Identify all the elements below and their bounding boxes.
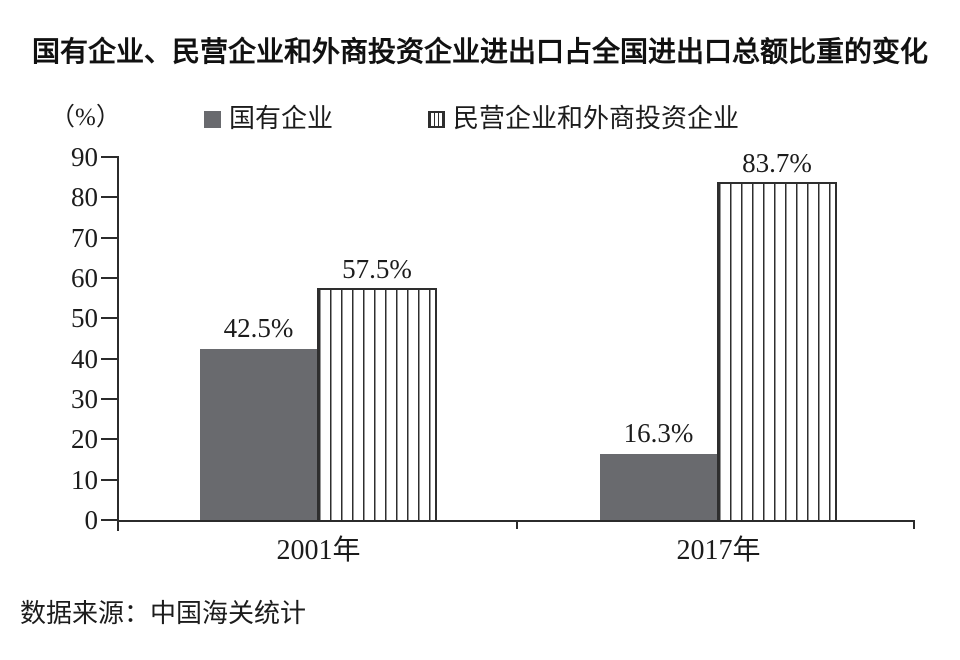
value-label-private-foreign-2001年: 57.5% <box>342 254 412 285</box>
y-axis-extension <box>117 520 119 531</box>
y-tick-mark <box>101 398 119 400</box>
y-tick-mark <box>101 236 119 239</box>
legend-swatch-solid-icon <box>204 110 221 128</box>
y-tick-label: 10 <box>71 464 98 495</box>
legend: 国有企业 民营企业和外商投资企业 <box>0 103 960 135</box>
y-tick-mark <box>101 478 119 481</box>
y-tick-label: 40 <box>71 343 98 374</box>
y-tick-mark <box>101 277 119 279</box>
value-label-soe-2017年: 16.3% <box>623 418 694 449</box>
y-tick-90: 90 <box>60 143 119 171</box>
y-tick-mark <box>101 317 119 320</box>
category-label-2001年: 2001年 <box>276 535 361 566</box>
x-axis-middle-tick <box>516 520 518 529</box>
y-tick-mark <box>101 156 119 158</box>
bar-soe-2017年: 16.3% <box>600 419 717 520</box>
chart-title: 国有企业、民营企业和外商投资企业进出口占全国进出口总额比重的变化 <box>31 36 928 67</box>
y-tick-80: 80 <box>60 183 119 211</box>
y-tick-30: 30 <box>60 385 119 413</box>
y-tick-label: 70 <box>71 222 98 253</box>
y-tick-label: 20 <box>71 424 98 455</box>
y-tick-label: 90 <box>71 142 98 172</box>
bar-private-foreign-2001年: 57.5% <box>317 255 437 520</box>
y-tick-label: 30 <box>71 384 98 414</box>
legend-item-private-foreign: 民营企业和外商投资企业 <box>428 103 739 135</box>
y-tick-mark <box>101 357 119 360</box>
x-axis-end-tick <box>913 520 915 529</box>
category-label-2017年: 2017年 <box>676 535 761 566</box>
y-tick-50: 50 <box>60 304 119 332</box>
y-tick-70: 70 <box>60 224 119 252</box>
y-tick-mark <box>101 519 119 521</box>
y-tick-mark <box>101 196 119 199</box>
y-tick-label: 80 <box>71 182 98 213</box>
bar-private-foreign-2017年: 83.7% <box>717 149 837 520</box>
value-label-private-foreign-2017年: 83.7% <box>742 148 812 179</box>
legend-label-private-foreign: 民营企业和外商投资企业 <box>453 104 740 133</box>
y-tick-20: 20 <box>60 425 119 453</box>
y-tick-0: 0 <box>60 506 119 534</box>
bar-group-2017年: 16.3% 83.7% 2017年 <box>600 149 837 566</box>
plot-area: 0 10 20 30 40 50 60 70 80 90 42.5% 57.5% 2001年 16.3% 8… <box>71 143 915 566</box>
bar-soe-2001年: 42.5% <box>200 314 317 520</box>
value-label-soe-2001年: 42.5% <box>223 312 294 343</box>
data-source-note: 数据来源：中国海关统计 <box>20 599 307 628</box>
y-tick-60: 60 <box>60 264 119 292</box>
y-tick-label: 0 <box>84 505 99 535</box>
y-tick-label: 50 <box>71 303 98 334</box>
legend-item-soe: 国有企业 <box>204 103 333 135</box>
legend-swatch-striped-icon <box>428 110 445 128</box>
bar-group-2001年: 42.5% 57.5% 2001年 <box>200 255 437 566</box>
y-tick-10: 10 <box>60 466 119 494</box>
y-axis-unit-label: （%） <box>50 104 121 131</box>
y-tick-40: 40 <box>60 345 119 373</box>
y-tick-mark <box>101 438 119 441</box>
y-tick-label: 60 <box>71 263 98 293</box>
legend-label-soe: 国有企业 <box>229 104 334 133</box>
